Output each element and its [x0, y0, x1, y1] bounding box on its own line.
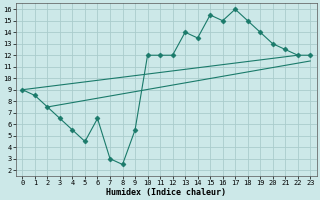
- X-axis label: Humidex (Indice chaleur): Humidex (Indice chaleur): [106, 188, 226, 197]
